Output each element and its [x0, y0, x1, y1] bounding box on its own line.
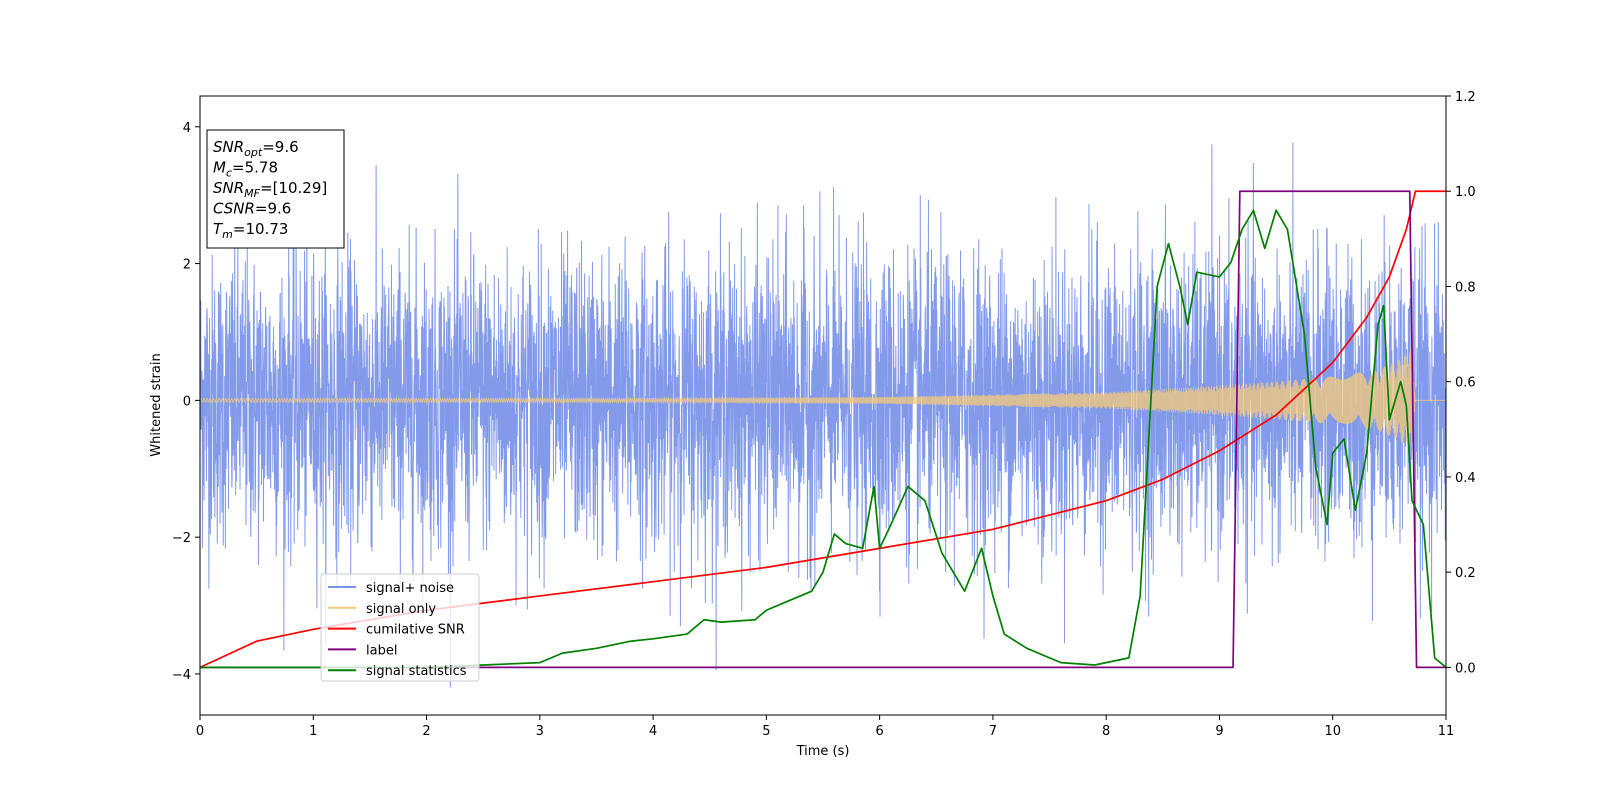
- x-tick-label: 6: [875, 724, 883, 739]
- x-tick-label: 2: [422, 724, 430, 739]
- y-tick-label: 0: [183, 394, 191, 409]
- y2-tick-label: 0.0: [1455, 661, 1476, 676]
- info-line: CSNR=9.6: [213, 200, 291, 218]
- x-tick-label: 11: [1438, 724, 1455, 739]
- x-tick-label: 9: [1215, 724, 1223, 739]
- x-tick-label: 4: [649, 724, 657, 739]
- legend: signal+ noise signal only cumilative SNR la…: [320, 573, 480, 682]
- x-tick-label: 10: [1324, 724, 1341, 739]
- y-axis-right: 1.2 1.0 0.8 0.6 0.4 0.2 0.0: [1446, 90, 1476, 676]
- legend-label: signal only: [366, 602, 436, 617]
- info-line: Mc=5.78: [213, 159, 278, 180]
- legend-label: signal statistics: [366, 664, 467, 679]
- y2-tick-label: 0.8: [1455, 280, 1476, 295]
- y2-tick-label: 0.4: [1455, 471, 1476, 486]
- plot-frame: [199, 95, 1447, 716]
- x-tick-label: 0: [196, 724, 204, 739]
- y-axis-left: 4 2 0 −2 −4: [172, 121, 200, 683]
- x-tick-label: 1: [309, 724, 317, 739]
- legend-label: cumilative SNR: [366, 623, 465, 638]
- series-signal-statistics-line: [200, 209, 1446, 669]
- y2-tick-label: 0.2: [1455, 566, 1476, 581]
- info-line: SNRopt=9.6: [213, 138, 299, 159]
- y-axis-label: Whitened strain: [149, 353, 164, 456]
- y-tick-label: 4: [183, 121, 191, 136]
- y-tick-label: −2: [172, 531, 191, 546]
- y2-tick-label: 1.2: [1455, 90, 1476, 105]
- legend-label: label: [366, 643, 397, 658]
- info-line: Tm=10.73: [213, 220, 288, 241]
- x-axis-label: Time (s): [796, 744, 850, 759]
- y-tick-label: 2: [183, 258, 191, 273]
- y-tick-label: −4: [172, 668, 191, 683]
- x-axis: 0 1 2 3 4 5 6 7 8 9 10 11: [196, 715, 1454, 739]
- x-tick-label: 3: [536, 724, 544, 739]
- signal-layer: [200, 347, 1446, 450]
- x-tick-label: 5: [762, 724, 770, 739]
- series-signal-only-line: [200, 347, 1446, 450]
- info-textbox-frame: [206, 129, 345, 249]
- y2-tick-label: 0.6: [1455, 376, 1476, 391]
- legend-label: signal+ noise: [366, 581, 454, 596]
- y2-tick-label: 1.0: [1455, 185, 1476, 200]
- series-label-line: [200, 190, 1446, 669]
- x-tick-label: 7: [989, 724, 997, 739]
- x-tick-label: 8: [1102, 724, 1110, 739]
- legend-frame: [320, 573, 480, 682]
- info-line: SNRMF=[10.29]: [213, 179, 327, 200]
